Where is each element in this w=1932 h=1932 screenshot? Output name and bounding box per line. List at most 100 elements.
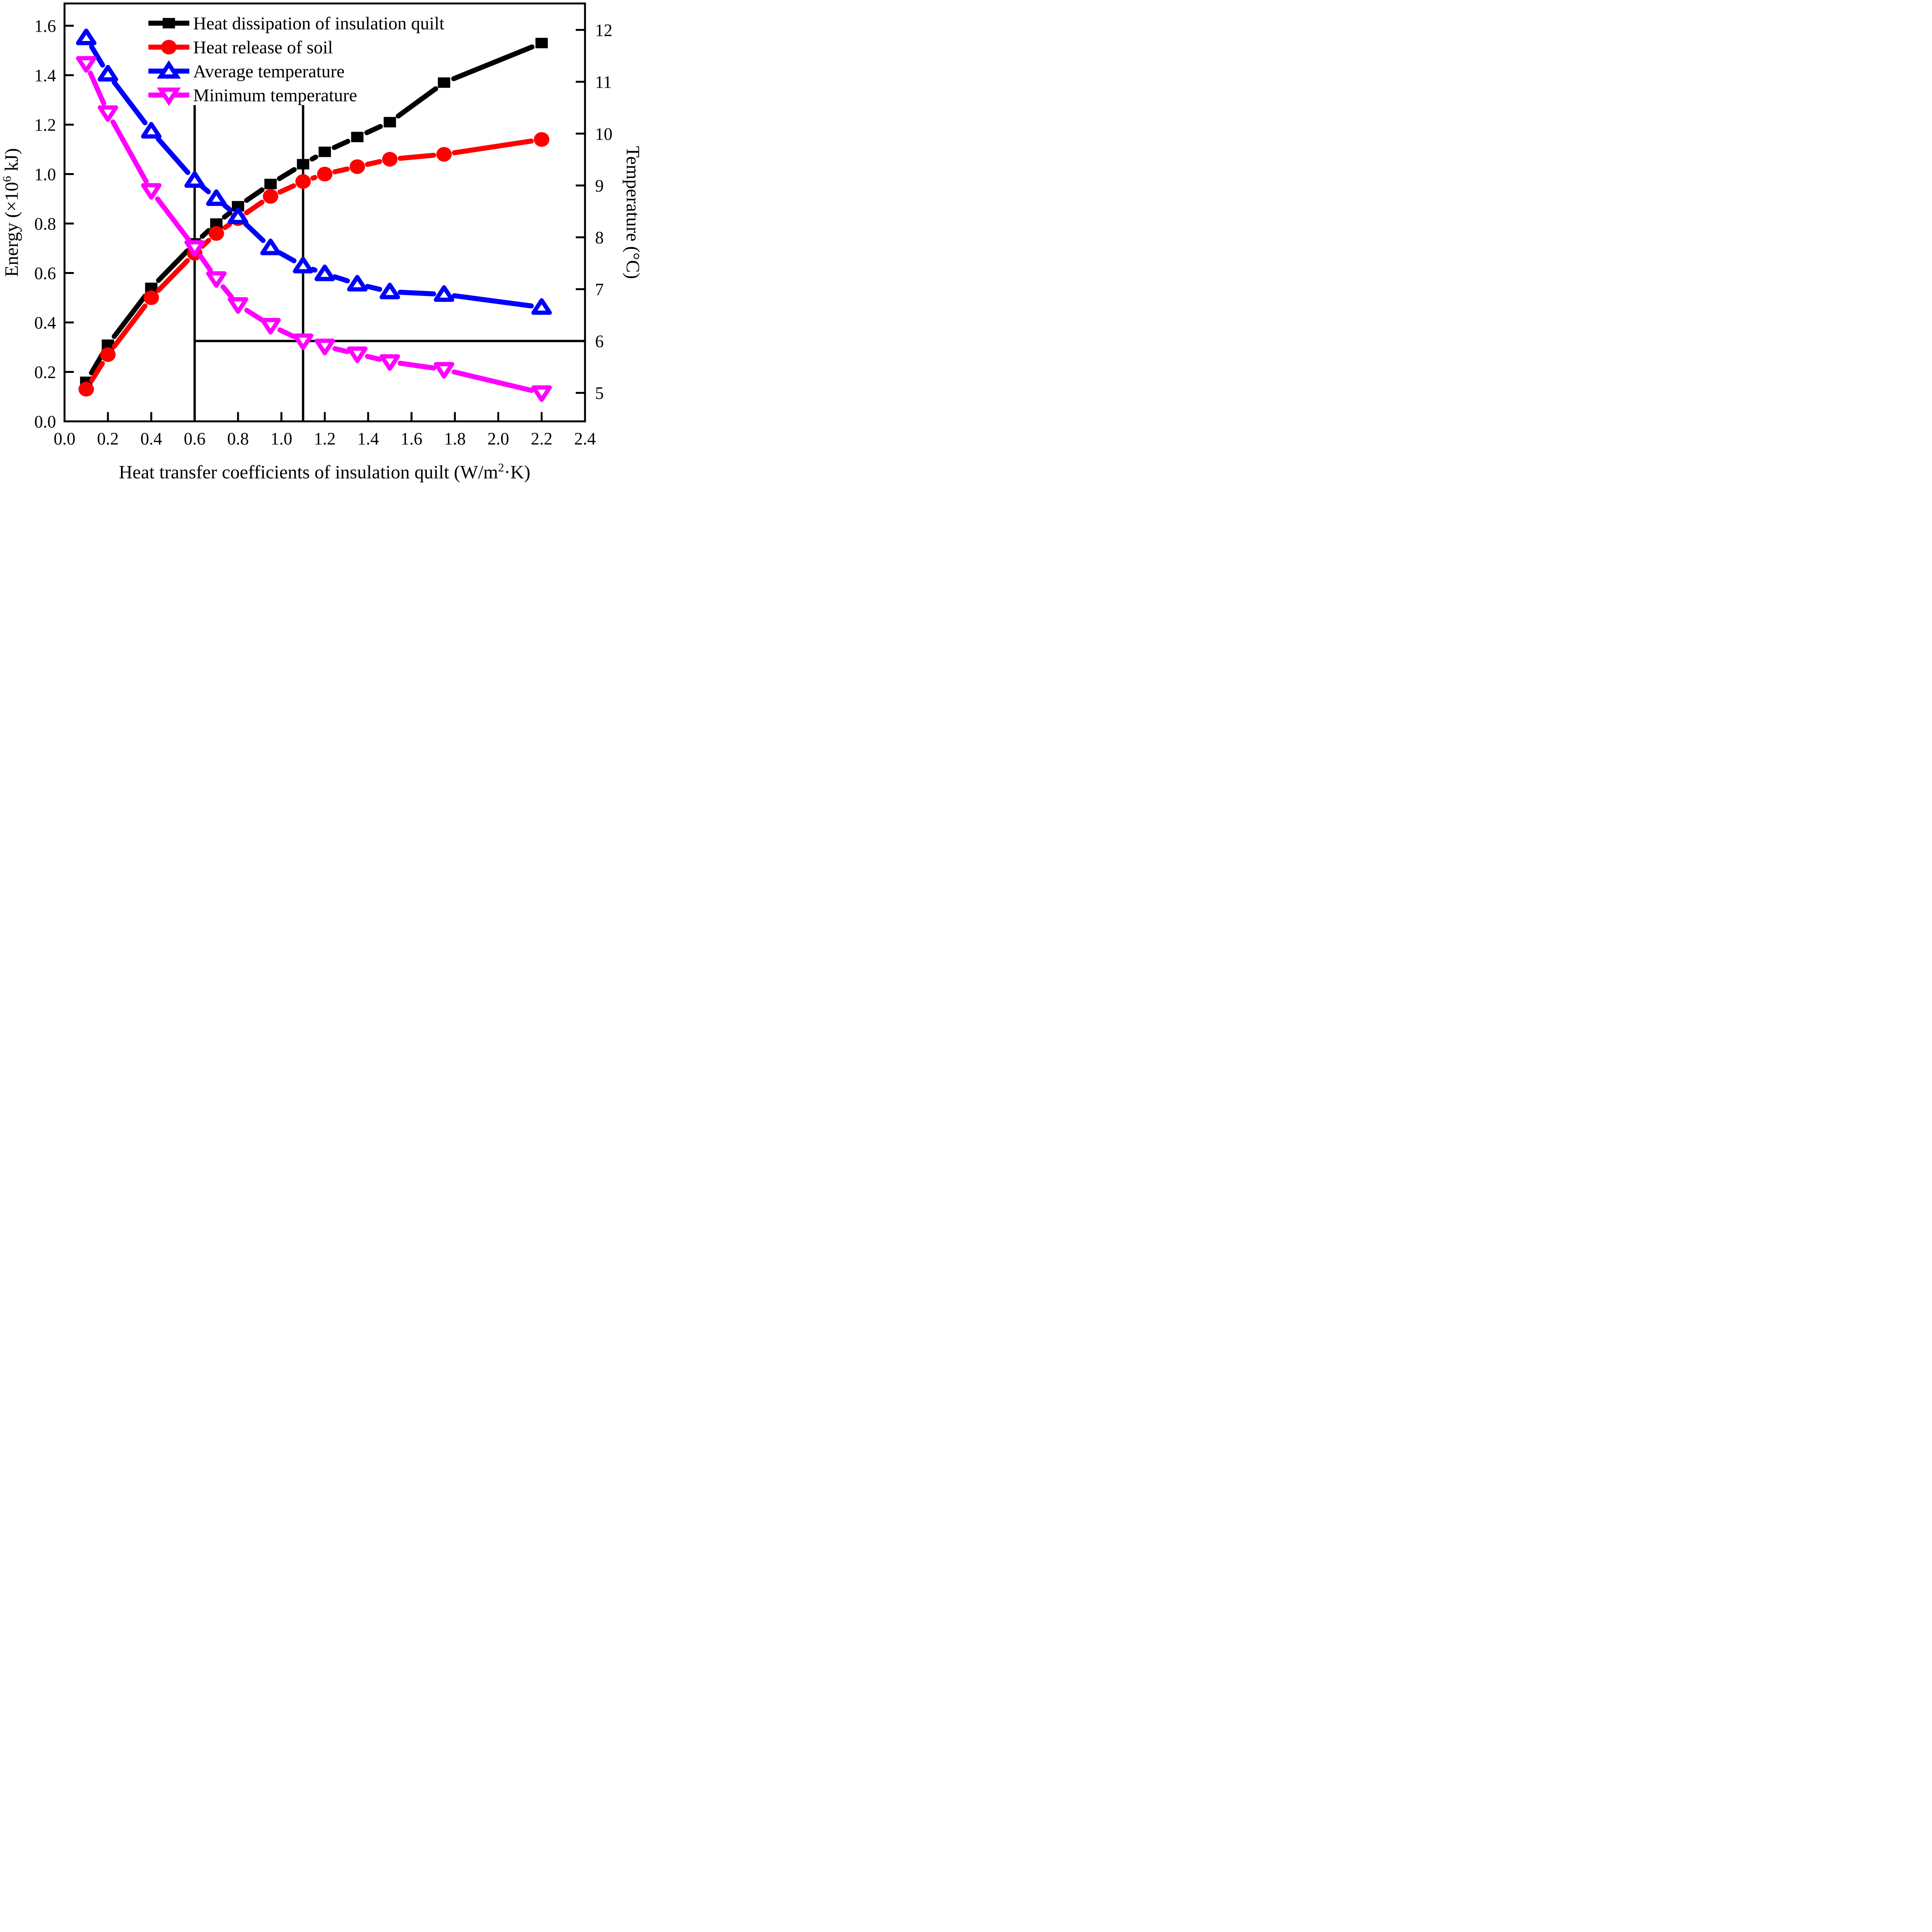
data-point-triangle-down — [347, 346, 368, 363]
legend-label-average-temperature: Average temperature — [193, 61, 345, 82]
series-segment — [243, 221, 266, 243]
data-point-circle — [534, 132, 549, 147]
y2-tick-label: 9 — [595, 176, 604, 196]
y2-tick-label: 11 — [595, 73, 612, 92]
series-segment — [155, 136, 190, 175]
x-tick-label: 2.0 — [487, 429, 509, 449]
series-segment — [310, 175, 318, 181]
series-segment — [155, 196, 191, 242]
data-point-square — [438, 77, 451, 88]
y-tick-label: 1.0 — [34, 165, 56, 184]
data-point-triangle-down — [293, 333, 313, 350]
chart-svg: 0.0 0.2 0.4 0.6 0.8 1.0 1.2 1.4 1.6 1.8 2.0 2.2 2.4 0… — [0, 2, 642, 483]
series-segment — [220, 284, 234, 299]
legend: Heat dissipation of insulation quilt Hea… — [148, 14, 444, 106]
y-tick-label: 0.2 — [34, 363, 56, 382]
data-point-triangle-up — [141, 122, 162, 139]
series-segment — [310, 267, 318, 273]
x-tick-label: 0.6 — [184, 429, 206, 449]
y2-tick-label: 7 — [595, 280, 604, 299]
chart-figure: 0.0 0.2 0.4 0.6 0.8 1.0 1.2 1.4 1.6 1.8 2.0 2.2 2.4 0… — [0, 0, 642, 487]
data-point-triangle-up — [228, 207, 248, 224]
series-segment — [332, 346, 350, 354]
data-point-triangle-up — [315, 264, 335, 281]
series-segment — [112, 80, 148, 126]
data-point-triangle-up — [379, 282, 400, 299]
series-segment — [364, 124, 383, 135]
x-tick-label: 0.2 — [97, 429, 119, 449]
series-segment — [222, 202, 233, 213]
legend-item-minimum-temperature: Minimum temperature — [148, 85, 357, 106]
legend-label-heat-release: Heat release of soil — [193, 37, 333, 58]
legend-item-heat-dissipation: Heat dissipation of insulation quilt — [148, 14, 444, 34]
data-point-triangle-up — [434, 285, 454, 302]
y-tick-label: 0.6 — [34, 264, 56, 283]
series-segment — [451, 44, 535, 82]
data-point-square — [351, 132, 364, 143]
data-point-triangle-down — [206, 271, 227, 288]
x-tick-label: 1.4 — [357, 429, 379, 449]
series-segment — [110, 119, 149, 184]
data-point-triangle-down — [228, 297, 248, 314]
y-tick-label: 0.0 — [34, 412, 56, 432]
series-segment — [365, 284, 383, 292]
y2-tick-label: 5 — [595, 384, 604, 403]
data-point-triangle-down — [434, 362, 454, 379]
y-tick-label: 1.4 — [34, 66, 56, 85]
circle-marker-icon — [161, 40, 177, 54]
data-point-circle — [295, 174, 311, 189]
square-marker-icon — [163, 18, 175, 29]
series-segment — [222, 222, 232, 230]
y-tick-label: 1.6 — [34, 17, 56, 36]
series-segment — [244, 199, 265, 216]
series-segment — [277, 183, 296, 195]
series-segment — [244, 187, 265, 203]
series-segment — [398, 361, 436, 371]
data-point-square — [318, 146, 331, 157]
series-segment — [332, 139, 350, 150]
y2-tick-label: 12 — [595, 20, 612, 40]
series-segment — [398, 289, 436, 296]
triangle-up-marker-icon — [156, 60, 181, 79]
x-tick-label: 1.6 — [401, 429, 422, 449]
series-segment — [89, 44, 105, 68]
data-point-square — [535, 37, 548, 48]
series-segment — [277, 327, 296, 339]
x-tick-label: 0.8 — [227, 429, 249, 449]
data-point-triangle-up — [76, 29, 97, 46]
series-segment — [112, 293, 148, 339]
y-tick-label: 0.8 — [34, 214, 56, 234]
series-segment — [200, 184, 211, 194]
x-tick-label: 1.2 — [314, 429, 335, 449]
series-segment — [396, 86, 438, 119]
plot-area: 0.0 0.2 0.4 0.6 0.8 1.0 1.2 1.4 1.6 1.8 2.0 2.2 2.4 0… — [34, 2, 612, 449]
series-segment — [452, 293, 534, 309]
legend-label-heat-dissipation: Heat dissipation of insulation quilt — [193, 14, 444, 34]
data-point-triangle-down — [76, 56, 97, 73]
series-segment — [365, 354, 383, 362]
series-segment — [452, 138, 534, 155]
series-segment — [332, 274, 350, 284]
x-tick-label: 2.4 — [574, 429, 596, 449]
data-point-triangle-down — [184, 240, 205, 257]
y-tick-label: 1.2 — [34, 116, 56, 135]
x-tick-label: 0.4 — [140, 429, 162, 449]
legend-item-average-temperature: Average temperature — [148, 60, 345, 82]
data-point-circle — [100, 347, 116, 362]
data-point-triangle-down — [379, 354, 400, 371]
data-point-triangle-down — [141, 183, 162, 200]
data-point-circle — [382, 152, 398, 167]
series-segment — [277, 250, 297, 264]
data-point-circle — [263, 189, 279, 204]
series-segment — [277, 167, 297, 181]
series-segment — [198, 253, 213, 273]
series-segment — [200, 228, 211, 239]
legend-label-minimum-temperature: Minimum temperature — [193, 85, 357, 105]
y-axis-title: Energy (×106 kJ) — [0, 148, 22, 277]
data-point-circle — [78, 382, 94, 397]
data-point-circle — [349, 159, 365, 174]
y2-axis-title: Temperature (°C) — [622, 146, 642, 279]
data-point-triangle-down — [315, 338, 335, 355]
data-point-square — [383, 117, 396, 128]
series-segment — [156, 248, 190, 283]
